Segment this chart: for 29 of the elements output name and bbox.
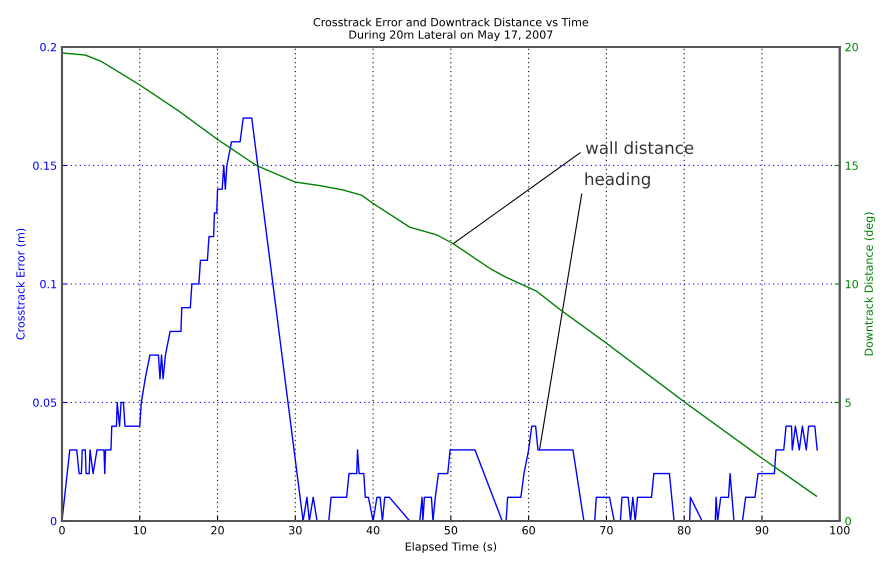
chart-subtitle: During 20m Lateral on May 17, 2007 bbox=[349, 30, 552, 41]
x-tick-label: 50 bbox=[444, 526, 458, 534]
x-tick-label: 20 bbox=[211, 526, 224, 534]
y2-tick-label: 20 bbox=[845, 42, 858, 52]
y-tick-label: 0.2 bbox=[40, 42, 56, 52]
y2-axis-title: Downtrack Distance (deg) bbox=[864, 212, 876, 356]
x-tick-label: 70 bbox=[600, 526, 613, 534]
x-tick-label: 10 bbox=[134, 526, 146, 534]
y2-tick-label: 5 bbox=[845, 398, 851, 407]
x-axis-title: Elapsed Time (s) bbox=[406, 542, 496, 553]
y2-tick-label: 15 bbox=[846, 162, 858, 170]
y-axis-title: Crosstrack Error (m) bbox=[16, 228, 26, 340]
line-series bbox=[62, 52, 818, 497]
x-tick-label: 40 bbox=[366, 526, 380, 534]
x-tick-label: 90 bbox=[756, 526, 768, 534]
annotation: heading bbox=[585, 172, 650, 189]
x-tick-label: 30 bbox=[289, 526, 302, 534]
x-tick-label: 80 bbox=[678, 526, 691, 534]
x-tick-label: 0 bbox=[59, 526, 65, 534]
y2-tick-label: 10 bbox=[846, 280, 858, 288]
y2-tick-label: 0 bbox=[845, 516, 851, 526]
y-tick-label: 0 bbox=[50, 516, 56, 526]
y-tick-label: 0.1 bbox=[40, 280, 56, 288]
x-tick-label: 60 bbox=[522, 526, 535, 534]
chart-title: Crosstrack Error and Downtrack Distance vs Time bbox=[314, 18, 588, 26]
x-tick-label: 100 bbox=[830, 526, 850, 534]
annotation: wall distance bbox=[586, 141, 694, 154]
y-tick-label: 0.05 bbox=[33, 398, 56, 407]
y-tick-label: 0.15 bbox=[33, 161, 56, 170]
